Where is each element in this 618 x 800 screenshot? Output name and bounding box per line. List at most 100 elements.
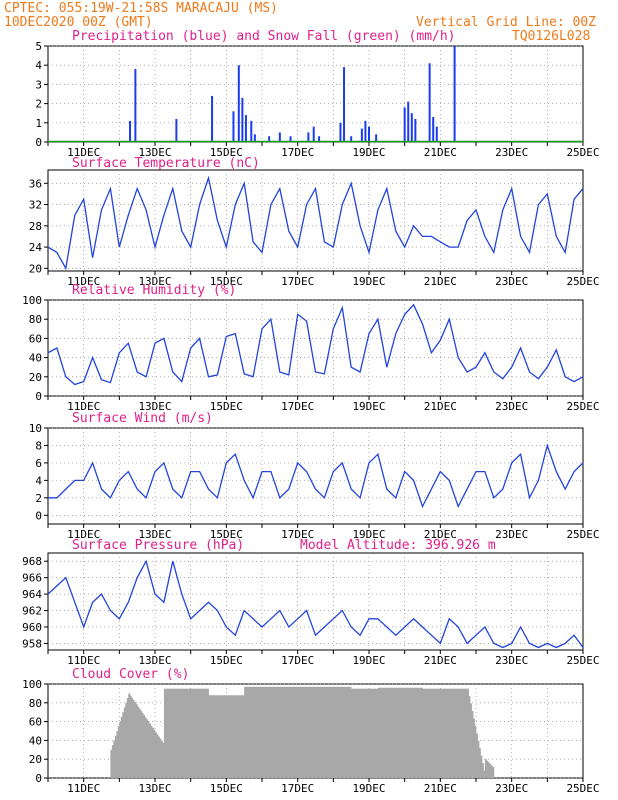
cloud-bar — [336, 686, 339, 778]
cloud-bar — [418, 687, 420, 778]
cloud-bar — [452, 688, 455, 778]
cloud-bar — [207, 688, 209, 778]
cloud-bar — [421, 687, 423, 778]
x-tick-label: 17DEC — [281, 782, 314, 795]
cloud-bar — [468, 696, 471, 778]
y-tick-label: 2 — [35, 98, 42, 111]
x-tick-label: 25DEC — [566, 528, 599, 541]
cloud-bar — [428, 688, 431, 778]
cloud-bar — [125, 702, 128, 778]
cloud-bar — [483, 770, 486, 778]
cloud-bar — [406, 687, 409, 778]
x-tick-label: 13DEC — [138, 146, 171, 159]
panel-frame — [47, 552, 584, 651]
cloud-bar — [459, 688, 462, 778]
y-tick-label: 80 — [29, 313, 42, 326]
cloud-bar — [150, 725, 153, 778]
cloud-bar — [443, 688, 446, 778]
cloud-bar — [254, 686, 257, 778]
cloud-bar — [114, 735, 117, 778]
model-altitude-note: Model Altitude: 396.926 m — [300, 538, 496, 553]
y-tick-label: 1 — [35, 117, 42, 130]
cloud-bar — [386, 687, 389, 778]
x-tick-label: 21DEC — [424, 275, 457, 288]
panel-title-temp: Surface Temperature (nC) — [72, 156, 260, 171]
panel-precip: Precipitation (blue) and Snow Fall (gree… — [35, 29, 599, 159]
x-tick-label: 19DEC — [352, 528, 385, 541]
cloud-bar — [281, 686, 284, 778]
cloud-bar — [470, 703, 472, 778]
y-tick-label: 960 — [22, 621, 42, 634]
cloud-bar — [241, 695, 244, 778]
cloud-bar — [226, 695, 229, 778]
cloud-bar — [272, 686, 275, 778]
cloud-bar — [480, 755, 483, 778]
cloud-bar — [346, 686, 349, 778]
cloud-bar — [337, 686, 340, 778]
x-tick-label: 13DEC — [138, 528, 171, 541]
header-station: CPTEC: 055:19W-21:58S MARACAJU (MS) — [4, 1, 278, 16]
x-tick-label: 13DEC — [138, 654, 171, 667]
y-tick-label: 968 — [22, 555, 42, 568]
cloud-bar — [235, 695, 238, 778]
cloud-bar — [278, 686, 281, 778]
cloud-bar — [168, 688, 171, 778]
x-tick-label: 21DEC — [424, 654, 457, 667]
cloud-bar — [367, 688, 370, 778]
y-tick-label: 5 — [35, 40, 42, 53]
cloud-bar — [325, 686, 328, 778]
cloud-bar — [181, 688, 184, 778]
cloud-bar — [156, 734, 159, 778]
precip-bar — [175, 118, 178, 142]
cloud-bar — [284, 686, 287, 778]
precip-bar — [253, 134, 256, 142]
cloud-bar — [492, 767, 495, 778]
panel-temp: Surface Temperature (nC) 20 24 28 32 36 11DEC 1… — [29, 156, 600, 288]
x-tick-label: 23DEC — [495, 528, 528, 541]
precip-bar — [364, 120, 367, 142]
y-tick-label: 0 — [35, 390, 42, 403]
cloud-bar — [481, 763, 484, 778]
precip-bar — [211, 95, 214, 142]
cloud-bar — [309, 686, 312, 778]
cloud-bar — [248, 686, 251, 778]
y-tick-label: 32 — [29, 199, 42, 212]
cloud-bar — [434, 688, 437, 778]
series-line-rh — [47, 303, 584, 386]
cloud-bar — [324, 686, 327, 778]
cloud-bar — [300, 686, 303, 778]
cloud-bar — [437, 688, 440, 778]
cloud-bar — [242, 695, 245, 778]
x-tick-label: 13DEC — [138, 782, 171, 795]
cloud-bar — [321, 686, 324, 778]
precip-bar — [403, 107, 406, 142]
x-tick-label: 11DEC — [67, 400, 100, 413]
x-tick-label: 17DEC — [281, 275, 314, 288]
cloud-bar — [478, 748, 481, 778]
x-tick-label: 13DEC — [138, 400, 171, 413]
cloud-bar — [315, 686, 318, 778]
cloud-bar — [116, 731, 119, 778]
cloud-bar — [440, 688, 443, 778]
cloud-bar — [446, 688, 449, 778]
cloud-bar — [132, 699, 135, 778]
header-grid-note: Vertical Grid Line: 00Z — [416, 15, 596, 30]
x-tick-label: 15DEC — [210, 782, 243, 795]
cloud-bar — [302, 686, 305, 778]
cloud-bar — [471, 711, 474, 778]
cloud-bar — [140, 710, 143, 778]
cloud-bar — [263, 686, 266, 778]
precip-bar — [318, 136, 321, 142]
x-tick-label: 19DEC — [352, 400, 385, 413]
cloud-bar — [404, 687, 407, 778]
cloud-bar — [487, 762, 490, 778]
cloud-bar — [389, 687, 392, 778]
cloud-bar — [110, 749, 113, 778]
cloud-bar — [349, 686, 352, 778]
precip-bar — [339, 122, 342, 142]
cloud-bar — [318, 686, 321, 778]
cloud-bar — [294, 686, 297, 778]
cloud-bar — [217, 695, 220, 778]
cloud-bar — [376, 688, 379, 778]
cloud-bar — [360, 688, 362, 778]
